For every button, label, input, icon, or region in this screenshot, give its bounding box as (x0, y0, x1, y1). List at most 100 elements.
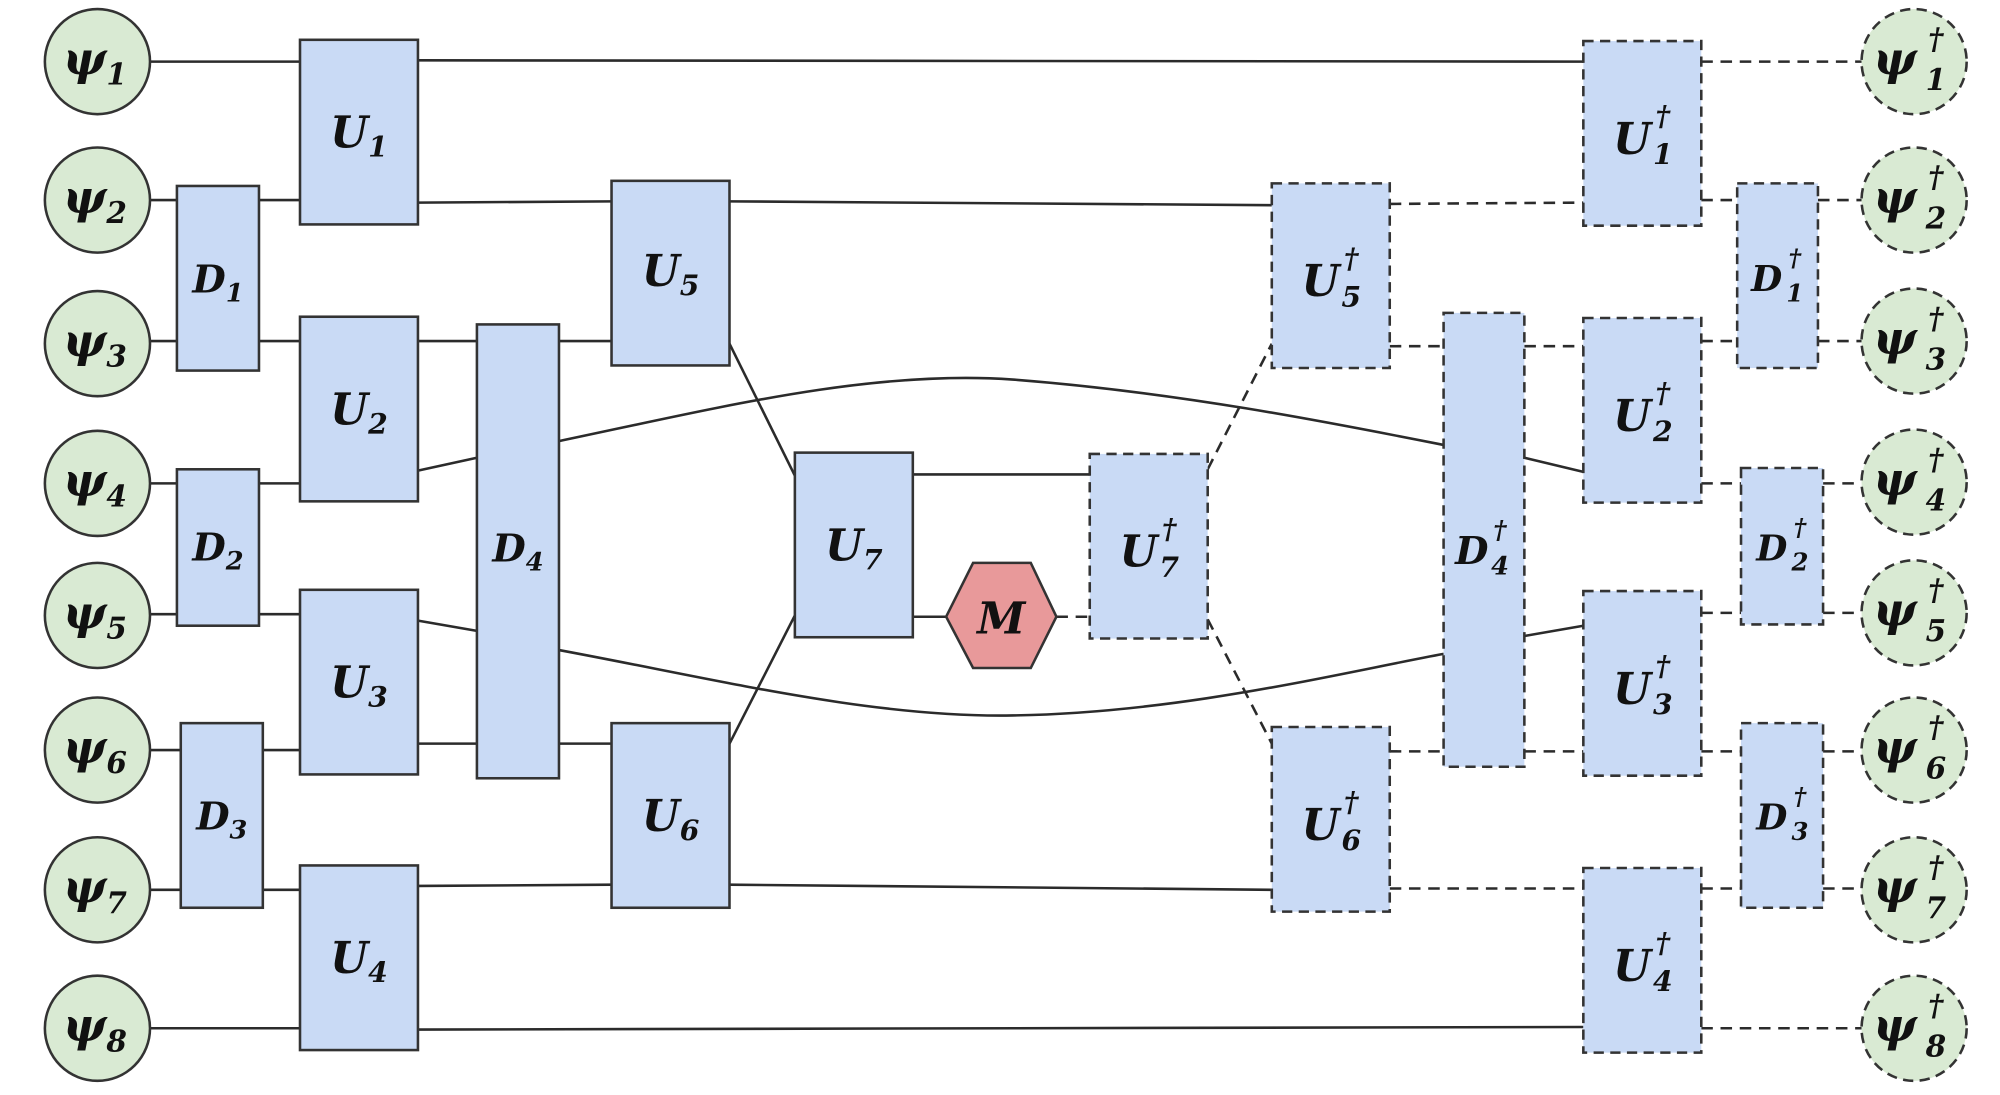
input-states: ψ1 ψ2 ψ3 ψ4 ψ5 ψ6 ψ7 ψ8 (43, 7, 152, 1083)
gate-u4: U4 (298, 864, 420, 1052)
input-psi-5: ψ5 (43, 561, 152, 670)
gate-u1-dagger: U † 1 (1582, 39, 1703, 227)
gate-symbol: U (825, 520, 866, 571)
gate-symbol: U (642, 791, 683, 842)
psi-subscript: 5 (1926, 613, 1947, 648)
forward-gates: U1 U2 U3 U4 D1 D2 D3 D4 (175, 38, 1058, 1052)
gate-d2-dagger: D † 2 (1739, 466, 1825, 626)
gate-subscript: 3 (1653, 688, 1673, 721)
gate-subscript: 4 (1491, 551, 1509, 581)
gate-subscript: 4 (526, 548, 544, 578)
gate-symbol: D (191, 525, 226, 570)
output-psi-dagger-6: ψ † 6 (1860, 696, 1968, 804)
psi-subscript: 4 (1926, 482, 1947, 517)
psi-symbol: ψ (63, 453, 108, 507)
gate-subscript: 1 (1653, 138, 1673, 171)
gate-u3-dagger: U † 3 (1582, 589, 1703, 777)
gate-subscript: 1 (368, 130, 388, 163)
psi-symbol: ψ (63, 860, 108, 914)
psi-subscript: 6 (1926, 750, 1947, 785)
gate-dagger: † (1655, 377, 1671, 410)
gate-symbol: U (1613, 391, 1654, 442)
gate-subscript: 7 (1159, 551, 1179, 584)
gate-dagger: † (1655, 650, 1671, 683)
psi-symbol: ψ (1873, 170, 1918, 224)
psi-symbol: ψ (1873, 720, 1918, 774)
gate-u3: U3 (298, 588, 420, 776)
psi-symbol: ψ (1873, 998, 1918, 1052)
output-states: ψ † 1 ψ † 2 ψ † 3 ψ † 4 ψ † 5 (1860, 7, 1968, 1083)
gate-subscript: 5 (1341, 280, 1361, 313)
gate-symbol: U (1613, 114, 1654, 165)
gate-dagger: † (1162, 513, 1178, 546)
psi-dagger: † (1928, 709, 1944, 744)
gate-dagger: † (1344, 786, 1360, 819)
psi-dagger: † (1928, 300, 1944, 335)
psi-subscript: 4 (106, 478, 127, 513)
psi-dagger: † (1928, 441, 1944, 476)
psi-subscript: 5 (106, 611, 127, 646)
input-psi-2: ψ2 (43, 146, 152, 254)
gate-u7-dagger: U † 7 (1088, 452, 1209, 640)
svg-text:U7: U7 (825, 520, 883, 576)
gate-symbol: D (491, 527, 526, 572)
gate-subscript: 3 (368, 680, 388, 713)
gate-symbol: U (330, 384, 371, 435)
gate-subscript: 1 (1786, 278, 1803, 307)
input-psi-6: ψ6 (43, 696, 152, 804)
gate-symbol: U (1119, 527, 1160, 578)
gate-d1-dagger: D † 1 (1735, 182, 1820, 370)
svg-text:ψ8: ψ8 (63, 998, 127, 1058)
psi-dagger: † (1928, 159, 1944, 194)
svg-text:U6: U6 (642, 791, 700, 847)
gate-symbol: U (330, 107, 371, 158)
svg-text:U3: U3 (330, 658, 388, 714)
psi-symbol: ψ (63, 313, 108, 367)
psi-subscript: 8 (105, 1023, 127, 1058)
psi-symbol: ψ (63, 998, 108, 1052)
gate-symbol: D (1454, 529, 1489, 574)
psi-symbol: ψ (63, 720, 108, 774)
output-psi-dagger-1: ψ † 1 (1860, 7, 1968, 116)
output-psi-dagger-2: ψ † 2 (1860, 146, 1968, 254)
psi-dagger: † (1928, 849, 1944, 884)
psi-dagger: † (1928, 21, 1944, 56)
input-psi-1: ψ1 (43, 7, 152, 116)
gate-subscript: 4 (368, 956, 388, 989)
dashed-wires (1056, 60, 1862, 1030)
gate-u6-dagger: U † 6 (1270, 725, 1392, 913)
gate-dagger: † (1794, 782, 1808, 811)
psi-symbol: ψ (1873, 860, 1918, 914)
psi-subscript: 2 (1925, 200, 1947, 235)
gate-u1: U1 (298, 38, 420, 226)
gate-u6: U6 (610, 721, 731, 910)
gate-subscript: 3 (230, 816, 248, 846)
psi-symbol: ψ (1873, 311, 1918, 365)
psi-symbol: ψ (63, 170, 108, 224)
gate-subscript: 4 (1653, 965, 1673, 998)
input-psi-4: ψ4 (43, 429, 152, 538)
gate-subscript: 2 (367, 407, 388, 440)
svg-text:U1: U1 (330, 107, 388, 163)
gate-symbol: D (195, 795, 230, 840)
psi-subscript: 1 (106, 57, 127, 92)
svg-text:ψ4: ψ4 (63, 453, 127, 513)
gate-dagger: † (1344, 242, 1360, 275)
gate-dagger: † (1789, 244, 1803, 273)
psi-symbol: ψ (1873, 31, 1918, 85)
psi-subscript: 6 (106, 745, 127, 780)
gate-symbol: U (1302, 800, 1343, 851)
svg-text:ψ6: ψ6 (63, 720, 127, 780)
output-psi-dagger-8: ψ † 8 (1860, 974, 1968, 1083)
gate-subscript: 2 (225, 546, 244, 576)
svg-text:D2: D2 (191, 525, 243, 576)
psi-subscript: 3 (1926, 341, 1947, 376)
input-psi-8: ψ8 (43, 974, 152, 1083)
gate-u5-dagger: U † 5 (1270, 182, 1392, 370)
gate-d3-dagger: D † 3 (1739, 721, 1825, 910)
gate-symbol: U (330, 933, 371, 984)
gate-subscript: 3 (1792, 817, 1809, 846)
gate-symbol: D (1755, 527, 1787, 569)
output-psi-dagger-3: ψ † 3 (1860, 287, 1968, 395)
